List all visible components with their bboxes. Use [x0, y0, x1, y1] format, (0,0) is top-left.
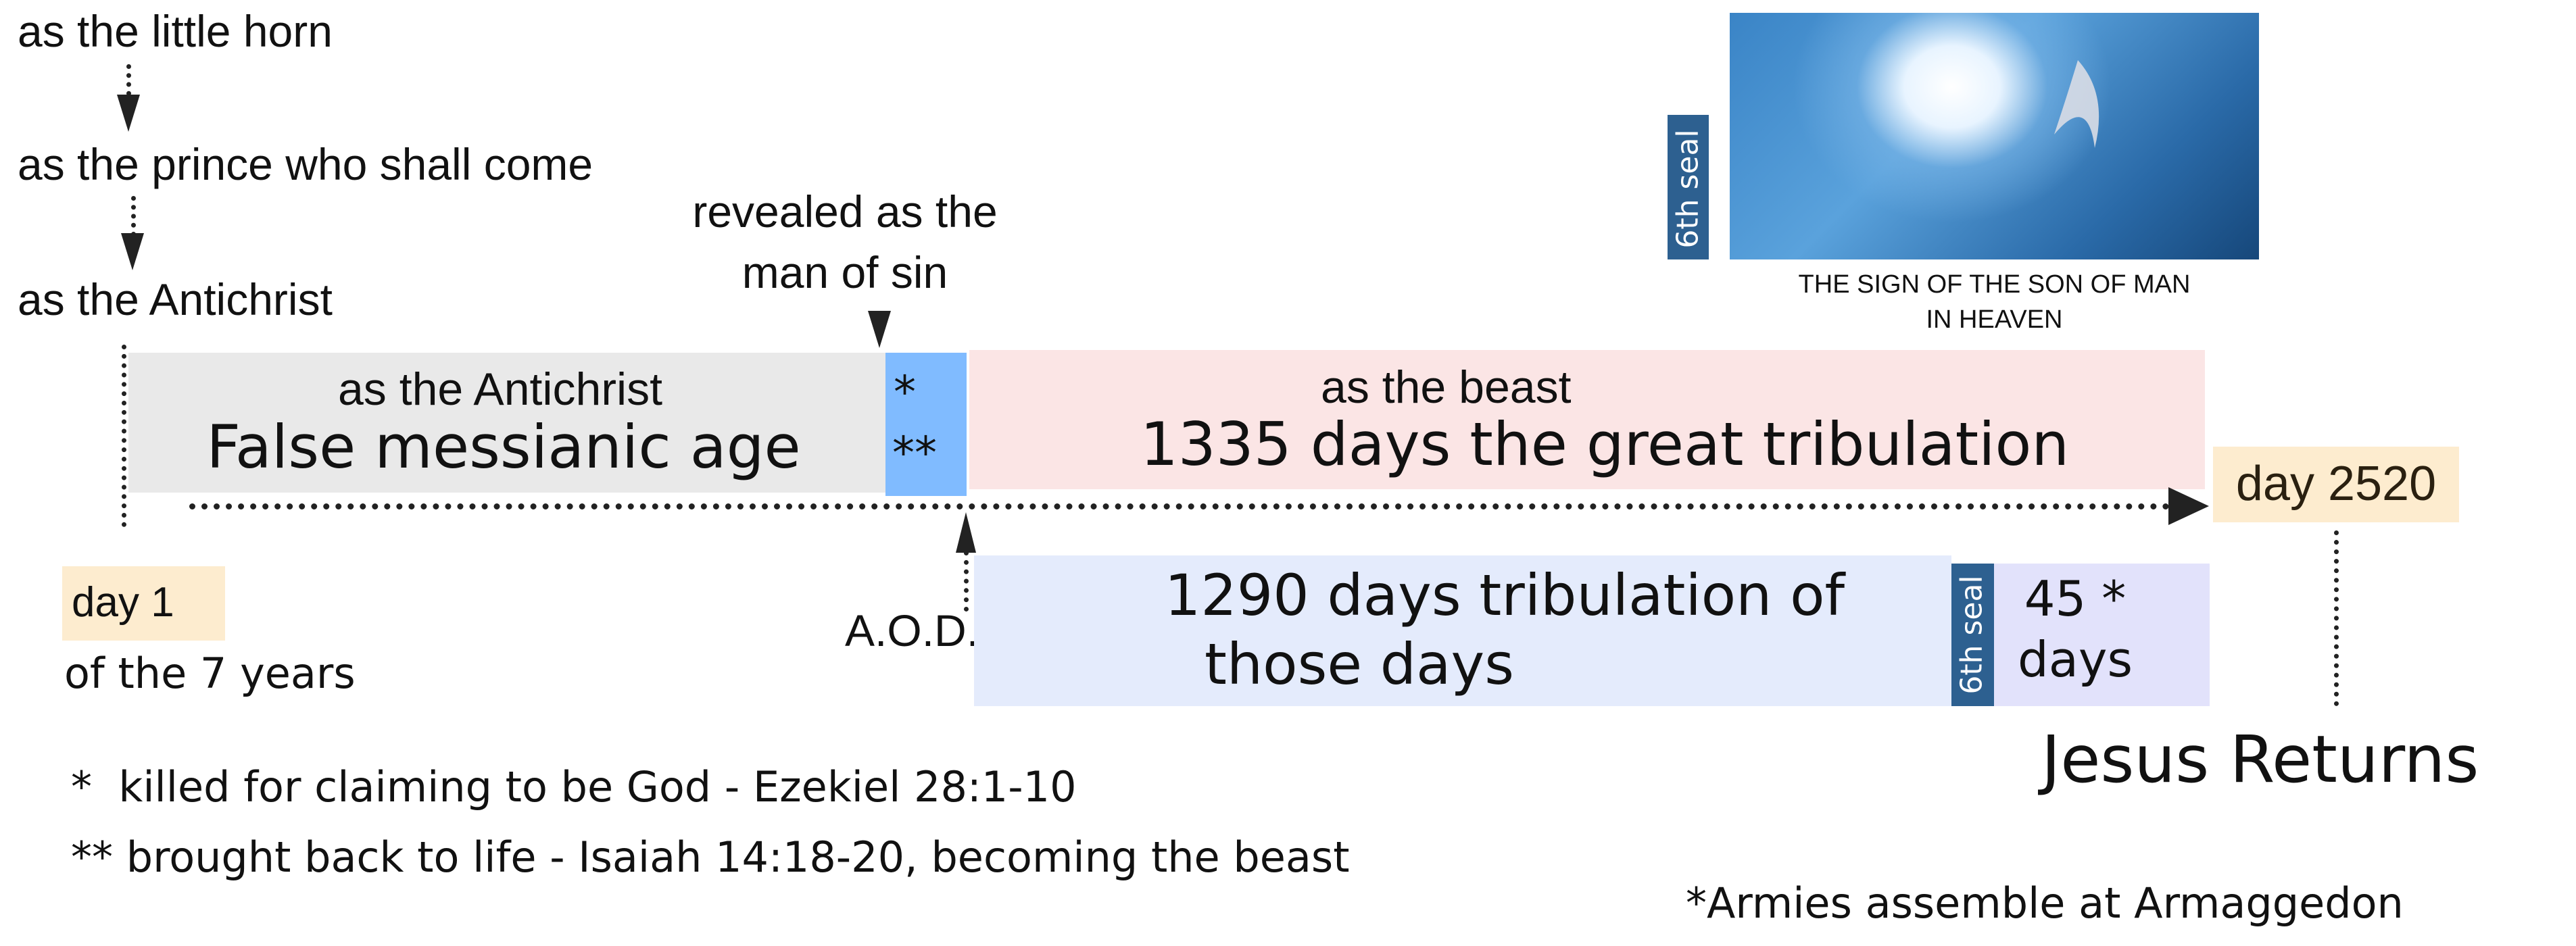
footnote-killed: * killed for claiming to be God - Ezekie… [71, 762, 1077, 812]
jesus-returns-label: Jesus Returns [2041, 722, 2479, 797]
stage-prince: as the prince who shall come [18, 139, 593, 189]
arrow-up-icon [956, 512, 976, 553]
arrow-down-icon [117, 95, 140, 132]
aod-dotted-line [964, 551, 969, 612]
sixth-seal-label-bar: 6th seal [1668, 115, 1709, 259]
great-tribulation-subtitle: as the beast [1321, 362, 1572, 413]
sixth-seal-small-bar: 6th seal [1951, 564, 1994, 706]
footnote-brought-back: ** brought back to life - Isaiah 14:18-2… [71, 832, 1350, 882]
marker-asterisk: * [894, 366, 916, 418]
revealed-label-line2: man of sin [742, 247, 948, 297]
days-45-block: 45 * days [1994, 564, 2210, 706]
revealed-label-line1: revealed as the [692, 186, 998, 236]
arrow-down-icon [121, 233, 144, 270]
false-age-title: False messianic age [206, 412, 801, 482]
day-2520-label: day 2520 [2235, 457, 2437, 511]
sixth-seal-label: 6th seal [1670, 129, 1705, 249]
marker-double-asterisk: ** [892, 427, 937, 479]
day-1-badge: day 1 [62, 566, 225, 641]
death-resurrection-marker: * ** [885, 353, 967, 496]
great-tribulation-title: 1335 days the great tribulation [1140, 409, 2070, 479]
tribulation-1290-block: 1290 days tribulation of those days [974, 555, 1951, 706]
footnote-armies: *Armies assemble at Armaggedon [1686, 878, 2404, 928]
days-45-line1: 45 * [2024, 570, 2127, 627]
sixth-seal-small-label: 6th seal [1954, 575, 1989, 695]
arrow-right-icon [2168, 487, 2209, 525]
tribulation-1290-line1: 1290 days tribulation of [1164, 562, 1845, 628]
great-tribulation-block: as the beast 1335 days the great tribula… [969, 350, 2205, 489]
timeline-line [189, 503, 2170, 509]
stage-little-horn: as the little horn [18, 6, 333, 56]
day-1-label: day 1 [72, 579, 174, 626]
start-marker-line [122, 345, 126, 527]
heavenly-light-image [1730, 13, 2259, 259]
day-1-subtitle: of the 7 years [64, 649, 356, 698]
sign-caption-line1: THE SIGN OF THE SON OF MAN [1798, 270, 2191, 299]
false-messianic-age-block: as the Antichrist False messianic age [128, 353, 885, 493]
day-2520-badge: day 2520 [2213, 447, 2459, 522]
sign-crescent-icon [2054, 60, 2099, 148]
days-45-line2: days [2018, 631, 2133, 688]
false-age-subtitle: as the Antichrist [337, 364, 663, 415]
stage-antichrist: as the Antichrist [18, 274, 333, 324]
dotted-connector [126, 64, 131, 105]
sign-caption-line2: IN HEAVEN [1926, 305, 2063, 334]
end-marker-line [2334, 530, 2339, 706]
dotted-connector [131, 196, 136, 236]
arrow-down-icon [868, 311, 891, 348]
tribulation-1290-line2: those days [1205, 631, 1514, 697]
